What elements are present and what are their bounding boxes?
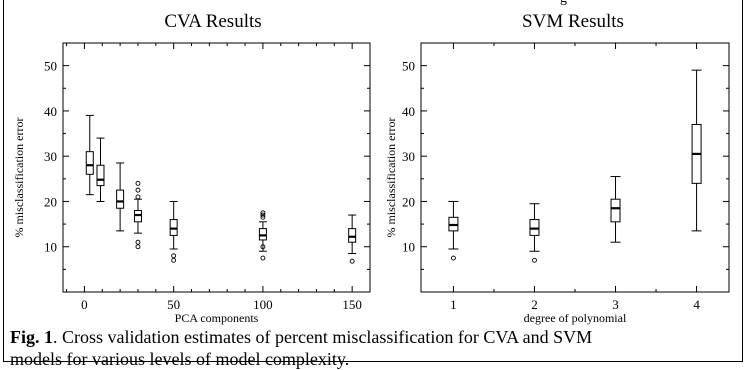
p1-box-3-iqr-box — [116, 189, 125, 209]
p1-y-tick-label: 30 — [44, 149, 57, 164]
p1-x-tick-label: 50 — [167, 297, 180, 312]
p1-y-tick-label: 10 — [44, 240, 57, 255]
p1-y-tick-label: 40 — [44, 104, 57, 119]
p1-x-tick-label: 100 — [253, 297, 273, 312]
caption-text: . Cross validation estimates of percent … — [53, 327, 593, 347]
p1-x-tick-label: 0 — [81, 297, 88, 312]
p2-box-2-outlier-1 — [532, 257, 537, 263]
p1-box-6-outlier-2 — [260, 212, 266, 218]
p1-box-7-iqr-box — [348, 228, 357, 243]
p1-box-6-outlier-1 — [260, 210, 266, 216]
p1-box-5-iqr-box — [169, 219, 178, 236]
p1-box-4-outlier-3 — [135, 194, 141, 200]
p1-box-4-outlier-5 — [135, 244, 141, 250]
p2-y-tick-label: 40 — [402, 104, 415, 119]
p1-box-5-outlier-2 — [171, 257, 177, 263]
p1-plot-area — [62, 42, 371, 293]
p1-y-tick-label: 20 — [44, 194, 57, 209]
p1-box-7-outlier-1 — [349, 258, 355, 264]
p2-y-axis-label: % misclassification error — [384, 118, 398, 238]
p1-box-1-iqr-box — [85, 151, 94, 175]
figure-frame — [3, 0, 743, 362]
p2-x-tick-label: 2 — [531, 297, 538, 312]
p1-box-4-iqr-box — [133, 210, 142, 223]
p2-box-1-outlier-1 — [450, 255, 456, 261]
p2-chart-title: SVM Results — [522, 11, 624, 32]
p2-x-tick-label: 1 — [450, 297, 457, 312]
p2-box-2-iqr-box — [529, 219, 540, 236]
clipped-header-text: g — [560, 0, 567, 7]
p2-y-tick-label: 10 — [402, 240, 415, 255]
p1-box-5-outlier-1 — [171, 253, 177, 259]
p2-y-tick-label: 20 — [402, 194, 415, 209]
p2-box-3-iqr-box — [610, 198, 621, 223]
p1-box-4-outlier-2 — [135, 187, 141, 193]
p1-x-axis-label: PCA components — [175, 311, 259, 325]
p2-x-tick-label: 3 — [612, 297, 619, 312]
figure-caption: Fig. 1. Cross validation estimates of pe… — [10, 326, 740, 370]
p2-y-tick-label: 30 — [402, 149, 415, 164]
p1-box-6-outlier-5 — [260, 255, 266, 261]
p1-box-2-iqr-box — [96, 164, 105, 187]
p1-box-6-outlier-3 — [260, 214, 266, 220]
p2-x-axis-label: degree of polynomial — [524, 311, 627, 325]
p2-plot-area — [420, 42, 730, 293]
p1-box-4-outlier-4 — [135, 239, 141, 245]
p2-y-tick-label: 50 — [402, 59, 415, 74]
p1-box-6-outlier-4 — [260, 244, 266, 250]
p1-y-tick-label: 50 — [44, 59, 57, 74]
p1-box-6-iqr-box — [258, 228, 267, 241]
p1-box-4-outlier-1 — [135, 180, 141, 186]
p2-x-tick-label: 4 — [693, 297, 700, 312]
p1-chart-title: CVA Results — [164, 11, 261, 32]
p1-y-axis-label: % misclassification error — [12, 118, 26, 238]
p1-x-tick-label: 150 — [342, 297, 362, 312]
caption-label: Fig. 1 — [10, 327, 53, 347]
caption-text-2: models for various levels of model compl… — [10, 349, 350, 369]
